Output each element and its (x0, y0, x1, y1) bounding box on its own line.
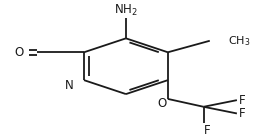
Text: NH$_2$: NH$_2$ (114, 3, 138, 18)
Text: O: O (14, 46, 23, 59)
Text: CH$_3$: CH$_3$ (228, 34, 251, 48)
Text: N: N (65, 79, 73, 92)
Text: O: O (157, 97, 166, 110)
Text: F: F (204, 124, 211, 137)
Text: F: F (239, 94, 246, 107)
Text: F: F (239, 107, 246, 120)
